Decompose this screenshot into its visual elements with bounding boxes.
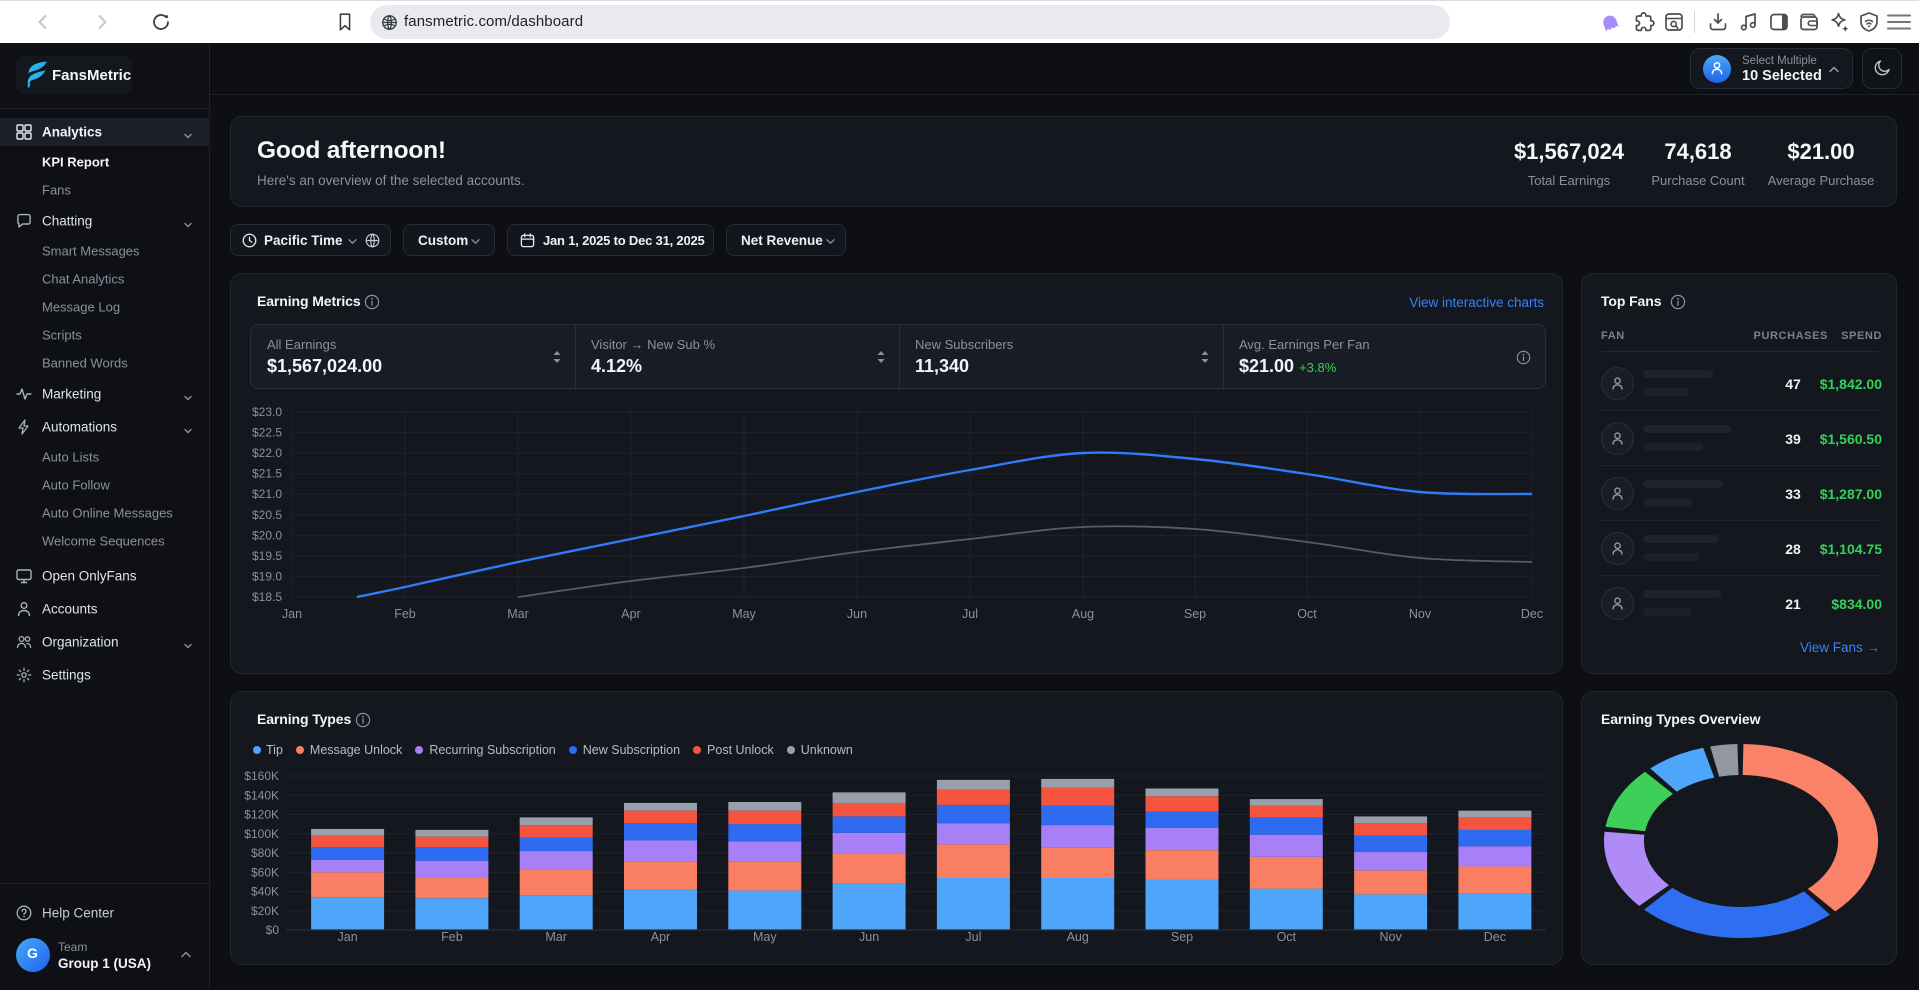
svg-text:$18.5: $18.5 <box>252 590 282 604</box>
svg-text:May: May <box>732 607 756 621</box>
svg-text:Aug: Aug <box>1067 930 1089 944</box>
svg-text:Dec: Dec <box>1521 607 1543 621</box>
svg-text:$60K: $60K <box>251 865 279 879</box>
svg-text:Nov: Nov <box>1379 930 1402 944</box>
svg-text:Apr: Apr <box>651 930 670 944</box>
svg-text:Sep: Sep <box>1184 607 1206 621</box>
svg-text:$100K: $100K <box>244 827 279 841</box>
svg-text:$21.5: $21.5 <box>252 467 282 481</box>
svg-text:$20.5: $20.5 <box>252 508 282 522</box>
svg-text:Apr: Apr <box>621 607 640 621</box>
svg-text:Sep: Sep <box>1171 930 1193 944</box>
svg-text:$80K: $80K <box>251 846 279 860</box>
svg-text:$23.0: $23.0 <box>252 405 282 419</box>
svg-text:$40K: $40K <box>251 885 279 899</box>
svg-text:Feb: Feb <box>441 930 463 944</box>
svg-text:Mar: Mar <box>545 930 567 944</box>
svg-text:Jul: Jul <box>965 930 981 944</box>
svg-text:Oct: Oct <box>1277 930 1297 944</box>
svg-text:$22.5: $22.5 <box>252 426 282 440</box>
svg-text:$140K: $140K <box>244 788 279 802</box>
svg-text:Jan: Jan <box>338 930 358 944</box>
svg-text:$120K: $120K <box>244 808 279 822</box>
svg-text:$21.0: $21.0 <box>252 487 282 501</box>
svg-text:$19.0: $19.0 <box>252 569 282 583</box>
svg-text:Oct: Oct <box>1297 607 1317 621</box>
svg-text:Jun: Jun <box>847 607 867 621</box>
svg-text:Feb: Feb <box>394 607 416 621</box>
svg-text:$20.0: $20.0 <box>252 528 282 542</box>
svg-text:Jul: Jul <box>962 607 978 621</box>
svg-text:$160K: $160K <box>244 769 279 783</box>
svg-text:$22.0: $22.0 <box>252 446 282 460</box>
svg-text:Nov: Nov <box>1409 607 1432 621</box>
svg-text:May: May <box>753 930 777 944</box>
svg-text:$0: $0 <box>266 923 280 937</box>
svg-text:$19.5: $19.5 <box>252 549 282 563</box>
svg-text:Mar: Mar <box>507 607 529 621</box>
svg-text:Dec: Dec <box>1484 930 1506 944</box>
svg-text:Aug: Aug <box>1072 607 1094 621</box>
svg-text:Jan: Jan <box>282 607 302 621</box>
svg-text:$20K: $20K <box>251 904 279 918</box>
svg-text:Jun: Jun <box>859 930 879 944</box>
